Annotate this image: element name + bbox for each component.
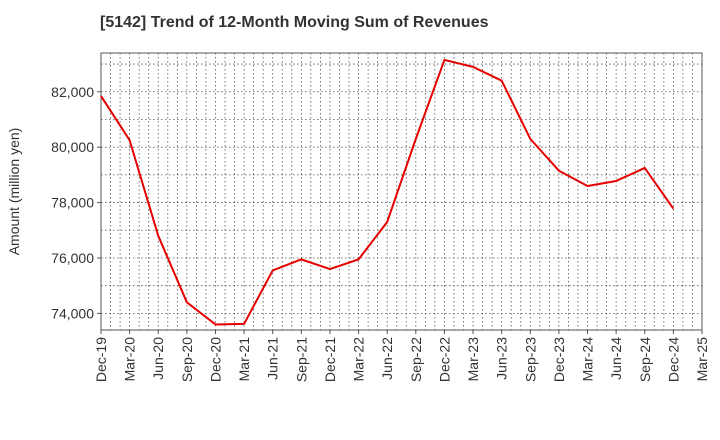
y-tick-label: 82,000 — [51, 84, 94, 100]
x-tick-label: Dec-19 — [93, 337, 109, 382]
y-axis-ticks: 74,000 76,000 78,000 80,000 82,000 — [51, 84, 101, 321]
x-tick-label: Sep-23 — [522, 337, 538, 382]
x-tick-label: Sep-20 — [179, 337, 195, 382]
y-tick-label: 78,000 — [51, 195, 94, 211]
y-tick-label: 76,000 — [51, 250, 94, 266]
x-tick-label: Dec-21 — [322, 337, 338, 382]
x-tick-label: Mar-24 — [580, 337, 596, 382]
x-tick-label: Mar-22 — [351, 337, 367, 382]
series-layer — [100, 58, 675, 326]
x-tick-label: Dec-24 — [665, 337, 681, 382]
x-tick-label: Mar-21 — [236, 337, 252, 382]
x-tick-label: Sep-22 — [408, 337, 424, 382]
x-tick-label: Jun-20 — [150, 337, 166, 380]
x-tick-label: Dec-23 — [551, 337, 567, 382]
x-tick-label: Sep-24 — [637, 337, 653, 382]
plot-frame — [100, 52, 703, 331]
grid — [101, 53, 702, 330]
x-tick-label: Jun-23 — [494, 337, 510, 380]
x-tick-label: Mar-23 — [465, 337, 481, 382]
x-tick-label: Jun-22 — [379, 337, 395, 380]
x-tick-label: Sep-21 — [293, 337, 309, 382]
y-tick-label: 80,000 — [51, 139, 94, 155]
chart-title: [5142] Trend of 12-Month Moving Sum of R… — [100, 14, 489, 31]
x-tick-label: Dec-20 — [207, 337, 223, 382]
y-tick-label: 74,000 — [51, 305, 94, 321]
x-tick-label: Jun-24 — [608, 337, 624, 380]
x-tick-label: Jun-21 — [265, 337, 281, 380]
x-tick-label: Mar-25 — [694, 337, 710, 382]
x-tick-label: Mar-20 — [122, 337, 138, 382]
x-tick-label: Dec-22 — [436, 337, 452, 382]
x-axis-ticks: Dec-19 Mar-20 Jun-20 Sep-20 Dec-20 Mar-21 Jun-… — [93, 330, 710, 382]
series-line-0 — [100, 58, 675, 326]
y-axis-label: Amount (million yen) — [6, 128, 22, 256]
